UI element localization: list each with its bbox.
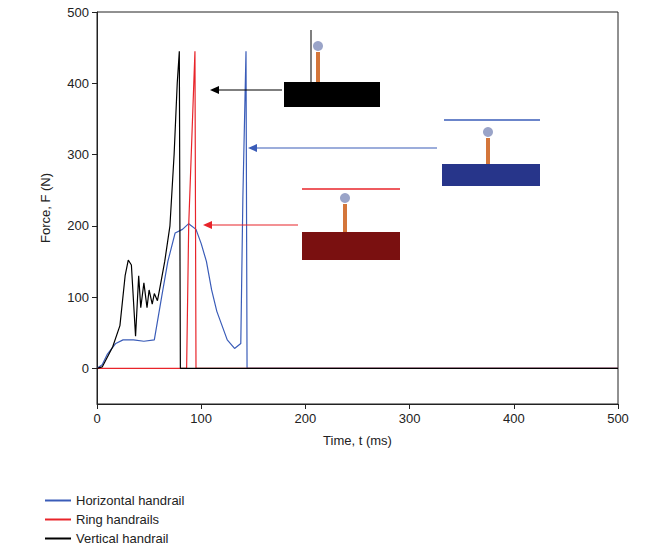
svg-text:500: 500	[607, 411, 629, 426]
svg-text:Time, t (ms): Time, t (ms)	[323, 433, 392, 448]
svg-text:300: 300	[399, 411, 421, 426]
svg-text:0: 0	[82, 361, 89, 376]
svg-text:200: 200	[295, 411, 317, 426]
svg-text:Force, F (N): Force, F (N)	[38, 173, 53, 243]
svg-text:400: 400	[67, 76, 89, 91]
svg-text:0: 0	[93, 411, 100, 426]
svg-text:500: 500	[67, 5, 89, 20]
svg-text:Vertical handrail: Vertical handrail	[76, 531, 169, 546]
svg-text:100: 100	[190, 411, 212, 426]
svg-text:Ring handrails: Ring handrails	[76, 512, 160, 527]
svg-text:Horizontal handrail: Horizontal handrail	[76, 493, 185, 508]
svg-text:200: 200	[67, 218, 89, 233]
svg-text:400: 400	[503, 411, 525, 426]
svg-text:100: 100	[67, 290, 89, 305]
svg-text:300: 300	[67, 147, 89, 162]
